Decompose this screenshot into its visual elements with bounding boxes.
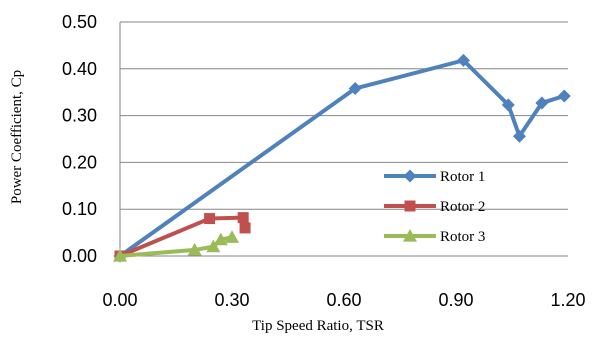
x-tick-label: 0.90 <box>438 290 473 310</box>
data-point <box>187 242 202 256</box>
y-tick-label: 0.50 <box>62 12 97 32</box>
legend-label: Rotor 3 <box>440 229 485 245</box>
data-point <box>456 53 470 67</box>
y-tick-label: 0.00 <box>62 246 97 266</box>
grid <box>120 21 568 257</box>
x-tick-labels: 0.00 0.30 0.60 0.90 1.20 <box>102 290 585 310</box>
legend-item: Rotor 1 <box>384 169 485 185</box>
data-point <box>512 129 526 143</box>
series <box>113 53 571 263</box>
data-point <box>206 239 221 253</box>
data-point <box>557 89 571 103</box>
data-point <box>113 249 127 262</box>
y-tick-label: 0.40 <box>62 59 97 79</box>
legend-label: Rotor 2 <box>440 199 485 215</box>
data-point <box>535 96 549 110</box>
data-point <box>213 232 228 246</box>
legend-item: Rotor 2 <box>384 199 485 215</box>
data-point <box>239 222 251 234</box>
data-point <box>404 200 416 212</box>
data-point <box>237 212 249 224</box>
legend-item: Rotor 3 <box>384 229 485 245</box>
y-tick-labels: 0.00 0.10 0.20 0.30 0.40 0.50 <box>62 12 97 266</box>
y-tick-label: 0.10 <box>62 199 97 219</box>
data-point <box>225 230 239 243</box>
x-tick-label: 0.30 <box>214 290 249 310</box>
y-axis-title: Power Coefficient, Cp <box>9 70 25 204</box>
data-point <box>403 169 417 183</box>
x-tick-label: 0.60 <box>326 290 361 310</box>
y-tick-label: 0.20 <box>62 152 97 172</box>
legend: Rotor 1 Rotor 2 Rotor 3 <box>384 169 485 245</box>
series-rotor-3 <box>113 230 239 262</box>
series-rotor-1 <box>113 53 571 263</box>
legend-label: Rotor 1 <box>440 169 485 185</box>
y-tick-label: 0.30 <box>62 106 97 126</box>
data-point <box>403 229 417 242</box>
data-point <box>501 98 515 112</box>
x-tick-label: 1.20 <box>550 290 585 310</box>
x-axis-title: Tip Speed Ratio, TSR <box>252 318 384 333</box>
x-tick-label: 0.00 <box>102 290 137 310</box>
data-point <box>204 213 216 225</box>
data-point <box>348 81 362 95</box>
